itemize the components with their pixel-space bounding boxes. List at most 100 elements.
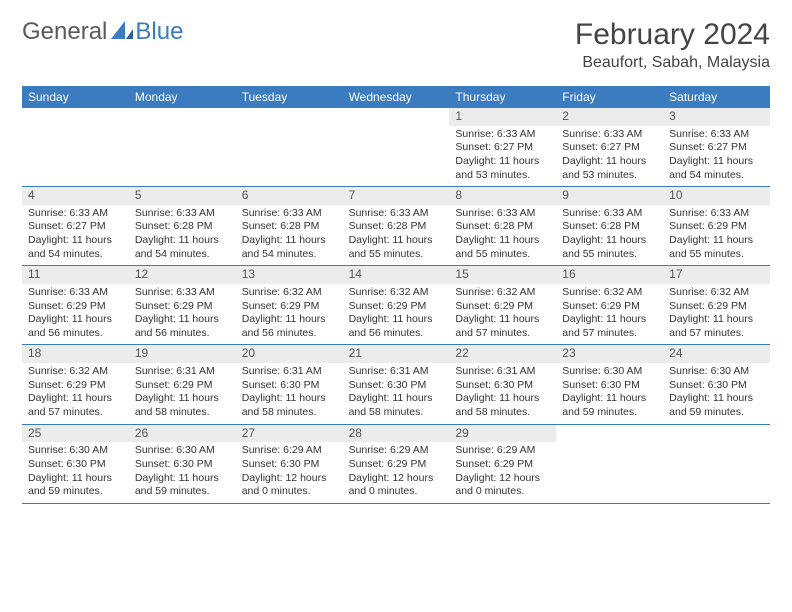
day-body: Sunrise: 6:32 AMSunset: 6:29 PMDaylight:… <box>663 286 770 345</box>
week-row: 4Sunrise: 6:33 AMSunset: 6:27 PMDaylight… <box>22 187 770 266</box>
day-number: 13 <box>236 266 343 284</box>
daylight-text: Daylight: 11 hours and 58 minutes. <box>349 392 444 419</box>
sunset-text: Sunset: 6:28 PM <box>242 220 337 234</box>
sunset-text: Sunset: 6:29 PM <box>135 379 230 393</box>
day-number: 2 <box>556 108 663 126</box>
daylight-text: Daylight: 11 hours and 58 minutes. <box>455 392 550 419</box>
daylight-text: Daylight: 11 hours and 59 minutes. <box>562 392 657 419</box>
day-body: Sunrise: 6:32 AMSunset: 6:29 PMDaylight:… <box>556 286 663 345</box>
dow-cell: Monday <box>129 86 236 108</box>
sunrise-text: Sunrise: 6:30 AM <box>562 365 657 379</box>
day-cell: 11Sunrise: 6:33 AMSunset: 6:29 PMDayligh… <box>22 266 129 344</box>
day-body: Sunrise: 6:32 AMSunset: 6:29 PMDaylight:… <box>236 286 343 345</box>
sunrise-text: Sunrise: 6:33 AM <box>135 286 230 300</box>
sunset-text: Sunset: 6:29 PM <box>28 300 123 314</box>
daylight-text: Daylight: 11 hours and 55 minutes. <box>669 234 764 261</box>
day-body: Sunrise: 6:33 AMSunset: 6:27 PMDaylight:… <box>556 128 663 187</box>
day-body: Sunrise: 6:33 AMSunset: 6:28 PMDaylight:… <box>449 207 556 266</box>
day-cell: 21Sunrise: 6:31 AMSunset: 6:30 PMDayligh… <box>343 345 450 423</box>
sunset-text: Sunset: 6:29 PM <box>669 300 764 314</box>
sunrise-text: Sunrise: 6:29 AM <box>242 444 337 458</box>
daylight-text: Daylight: 11 hours and 58 minutes. <box>135 392 230 419</box>
day-body: Sunrise: 6:33 AMSunset: 6:28 PMDaylight:… <box>236 207 343 266</box>
daylight-text: Daylight: 11 hours and 53 minutes. <box>562 155 657 182</box>
daylight-text: Daylight: 11 hours and 55 minutes. <box>562 234 657 261</box>
day-cell: 19Sunrise: 6:31 AMSunset: 6:29 PMDayligh… <box>129 345 236 423</box>
day-cell: 15Sunrise: 6:32 AMSunset: 6:29 PMDayligh… <box>449 266 556 344</box>
day-body: Sunrise: 6:30 AMSunset: 6:30 PMDaylight:… <box>556 365 663 424</box>
daylight-text: Daylight: 11 hours and 55 minutes. <box>455 234 550 261</box>
brand-part1: General <box>22 18 107 46</box>
day-cell: 3Sunrise: 6:33 AMSunset: 6:27 PMDaylight… <box>663 108 770 186</box>
day-cell: 14Sunrise: 6:32 AMSunset: 6:29 PMDayligh… <box>343 266 450 344</box>
day-number: 26 <box>129 425 236 443</box>
sunset-text: Sunset: 6:28 PM <box>562 220 657 234</box>
day-number: 25 <box>22 425 129 443</box>
day-cell: 29Sunrise: 6:29 AMSunset: 6:29 PMDayligh… <box>449 425 556 503</box>
day-cell: 4Sunrise: 6:33 AMSunset: 6:27 PMDaylight… <box>22 187 129 265</box>
sunset-text: Sunset: 6:29 PM <box>349 458 444 472</box>
sunset-text: Sunset: 6:29 PM <box>669 220 764 234</box>
day-number: 4 <box>22 187 129 205</box>
day-body: Sunrise: 6:32 AMSunset: 6:29 PMDaylight:… <box>449 286 556 345</box>
month-title: February 2024 <box>575 18 770 52</box>
sunset-text: Sunset: 6:27 PM <box>455 141 550 155</box>
day-number: 9 <box>556 187 663 205</box>
day-cell <box>663 425 770 503</box>
sail-icon <box>111 18 133 46</box>
sunset-text: Sunset: 6:29 PM <box>242 300 337 314</box>
day-number <box>22 108 129 110</box>
day-number: 18 <box>22 345 129 363</box>
day-body: Sunrise: 6:29 AMSunset: 6:29 PMDaylight:… <box>449 444 556 503</box>
sunrise-text: Sunrise: 6:33 AM <box>135 207 230 221</box>
sunrise-text: Sunrise: 6:29 AM <box>455 444 550 458</box>
day-number: 12 <box>129 266 236 284</box>
daylight-text: Daylight: 11 hours and 55 minutes. <box>349 234 444 261</box>
sunrise-text: Sunrise: 6:29 AM <box>349 444 444 458</box>
sunrise-text: Sunrise: 6:31 AM <box>455 365 550 379</box>
day-number <box>663 425 770 427</box>
sunrise-text: Sunrise: 6:33 AM <box>349 207 444 221</box>
sunset-text: Sunset: 6:27 PM <box>669 141 764 155</box>
sunset-text: Sunset: 6:30 PM <box>455 379 550 393</box>
dow-cell: Tuesday <box>236 86 343 108</box>
day-body: Sunrise: 6:33 AMSunset: 6:28 PMDaylight:… <box>556 207 663 266</box>
day-cell <box>556 425 663 503</box>
day-cell: 13 Sunrise: 6:32 AMSunset: 6:29 PMDayligh… <box>236 266 343 344</box>
day-number: 16 <box>556 266 663 284</box>
day-number: 22 <box>449 345 556 363</box>
daylight-text: Daylight: 11 hours and 54 minutes. <box>669 155 764 182</box>
daylight-text: Daylight: 12 hours and 0 minutes. <box>349 472 444 499</box>
sunrise-text: Sunrise: 6:33 AM <box>455 207 550 221</box>
sunrise-text: Sunrise: 6:30 AM <box>669 365 764 379</box>
sunrise-text: Sunrise: 6:33 AM <box>455 128 550 142</box>
day-cell: 5Sunrise: 6:33 AMSunset: 6:28 PMDaylight… <box>129 187 236 265</box>
day-cell: 18Sunrise: 6:32 AMSunset: 6:29 PMDayligh… <box>22 345 129 423</box>
day-cell: 10Sunrise: 6:33 AMSunset: 6:29 PMDayligh… <box>663 187 770 265</box>
sunset-text: Sunset: 6:29 PM <box>562 300 657 314</box>
day-cell: 20Sunrise: 6:31 AMSunset: 6:30 PMDayligh… <box>236 345 343 423</box>
day-body: Sunrise: 6:33 AMSunset: 6:29 PMDaylight:… <box>129 286 236 345</box>
sunset-text: Sunset: 6:30 PM <box>28 458 123 472</box>
day-number <box>129 108 236 110</box>
day-number: 24 <box>663 345 770 363</box>
brand-logo: General Blue <box>22 18 183 46</box>
day-cell: 2 Sunrise: 6:33 AMSunset: 6:27 PMDaylight… <box>556 108 663 186</box>
dow-cell: Saturday <box>663 86 770 108</box>
day-cell: 22 Sunrise: 6:31 AMSunset: 6:30 PMDayligh… <box>449 345 556 423</box>
dow-cell: Thursday <box>449 86 556 108</box>
sunrise-text: Sunrise: 6:33 AM <box>669 207 764 221</box>
day-cell: 27Sunrise: 6:29 AMSunset: 6:30 PMDayligh… <box>236 425 343 503</box>
dow-cell: Friday <box>556 86 663 108</box>
sunset-text: Sunset: 6:29 PM <box>455 300 550 314</box>
day-cell: 8Sunrise: 6:33 AMSunset: 6:28 PMDaylight… <box>449 187 556 265</box>
daylight-text: Daylight: 11 hours and 59 minutes. <box>669 392 764 419</box>
sunrise-text: Sunrise: 6:30 AM <box>135 444 230 458</box>
day-body: Sunrise: 6:30 AMSunset: 6:30 PMDaylight:… <box>129 444 236 503</box>
day-cell: 6Sunrise: 6:33 AMSunset: 6:28 PMDaylight… <box>236 187 343 265</box>
daylight-text: Daylight: 11 hours and 54 minutes. <box>28 234 123 261</box>
day-cell: 7Sunrise: 6:33 AMSunset: 6:28 PMDaylight… <box>343 187 450 265</box>
day-body: Sunrise: 6:31 AMSunset: 6:30 PMDaylight:… <box>449 365 556 424</box>
daylight-text: Daylight: 11 hours and 59 minutes. <box>135 472 230 499</box>
day-cell <box>22 108 129 186</box>
